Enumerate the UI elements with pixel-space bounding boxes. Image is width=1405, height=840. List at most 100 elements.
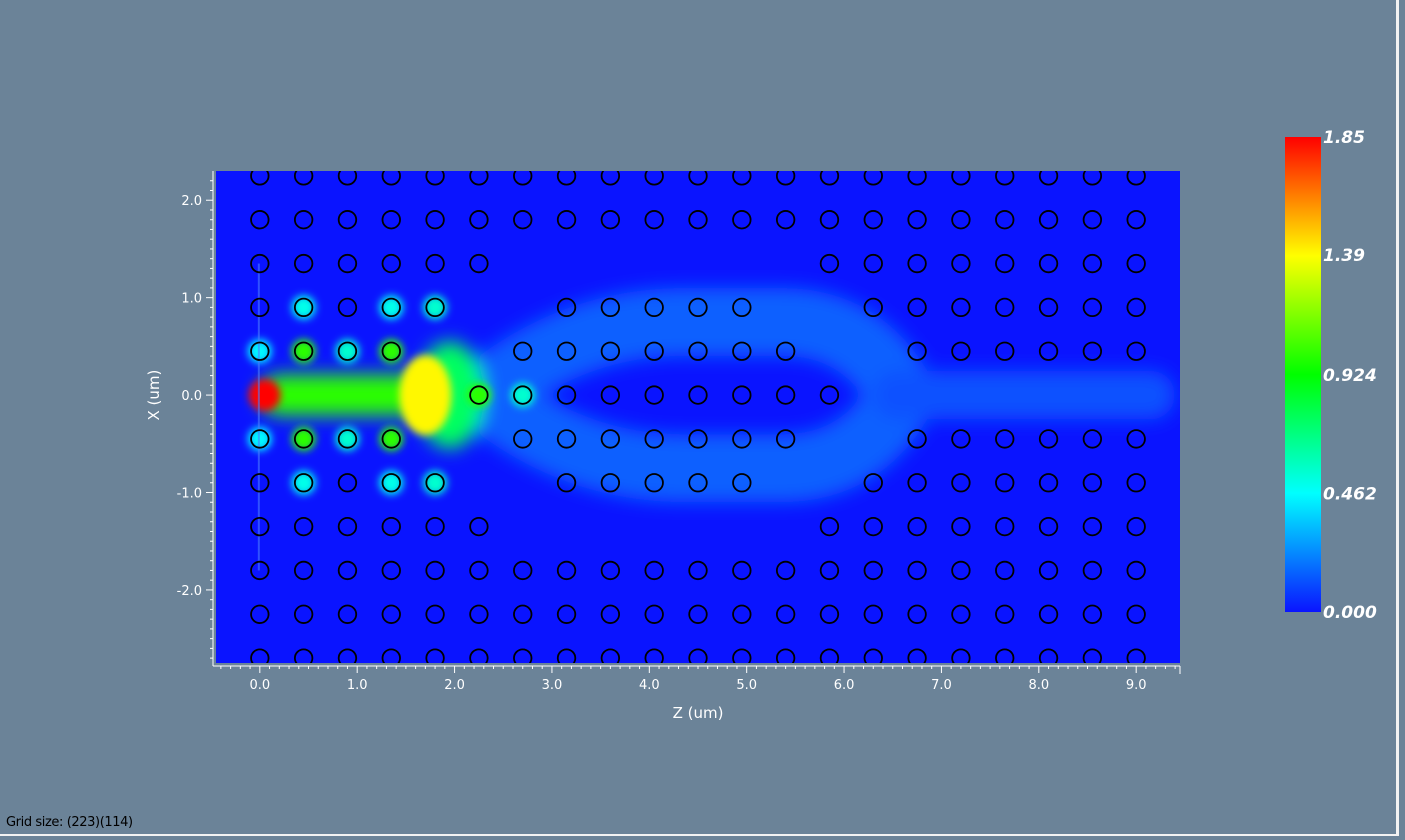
rod-r10-c3 [381,604,401,624]
rod-r9-c18 [1038,560,1059,581]
rod-r6-c17 [995,429,1015,449]
rod-r0-c5 [469,171,489,186]
rod-r11-c7 [556,648,577,663]
rod-r6-c18 [1038,429,1059,449]
rod-r0-c11 [732,171,752,186]
rod-r6-c12 [775,429,796,449]
rod-r2-c5 [469,253,489,274]
rod-r3-c18 [1038,297,1059,318]
rod-r8-c16 [951,516,971,537]
rod-r9-c0 [250,560,270,581]
rod-r4-c12 [775,341,796,361]
rod-r10-c20 [1126,604,1146,624]
x-tick-label: 3.0 [542,678,563,693]
rod-r6-c15 [907,429,927,449]
rod-r3-c16 [951,297,971,318]
rod-r7-c2 [337,473,358,493]
rod-r9-c11 [732,560,752,581]
rod-r10-c15 [907,604,927,624]
y-tick-label: -2.0 [177,584,202,599]
rod-r9-c6 [513,560,533,581]
rod-r7-c0 [250,473,270,493]
rod-r1-c20 [1126,210,1146,230]
rod-r7-c1 [293,473,314,493]
rod-r11-c8 [600,648,621,663]
rod-r11-c4 [425,648,445,663]
rod-r6-c8 [600,429,621,449]
rod-r4-c9 [644,341,664,361]
field-taper-peak-1 [399,355,452,436]
rod-r11-c17 [995,648,1015,663]
rod-r1-c17 [995,210,1015,230]
rod-r1-c8 [600,210,621,230]
rod-r11-c10 [688,648,708,663]
rod-r4-c6 [513,341,533,361]
rod-r3-c19 [1082,297,1103,318]
x-tick-label: 4.0 [639,678,660,693]
colorbar-label: 0.924 [1323,366,1377,386]
rod-r0-c13 [819,171,840,186]
rod-r0-c20 [1126,171,1146,186]
rod-r0-c1 [293,171,314,186]
rod-r7-c16 [951,473,971,493]
rod-r11-c11 [732,648,752,663]
rod-r11-c9 [644,648,664,663]
rod-r10-c12 [775,604,796,624]
rod-r11-c15 [907,648,927,663]
rod-r10-c18 [1038,604,1059,624]
rod-r1-c5 [469,210,489,230]
rod-r2-c17 [995,253,1015,274]
rod-r3-c10 [688,297,708,318]
rod-r9-c14 [863,560,883,581]
x-tick-label: 2.0 [444,678,465,693]
rod-r4-c10 [688,341,708,361]
rod-r8-c1 [293,516,314,537]
rod-r4-c7 [556,341,577,361]
rod-r1-c13 [819,210,840,230]
rod-r10-c5 [469,604,489,624]
y-axis-label: X (um) [145,370,163,421]
rod-r3-c9 [644,297,664,318]
rod-r4-c11 [732,341,752,361]
rod-r1-c3 [381,210,401,230]
rod-r3-c15 [907,297,927,318]
rod-r7-c11 [732,473,752,493]
y-tick-label: 1.0 [181,292,202,307]
rod-r3-c3 [381,297,401,318]
rod-r0-c17 [995,171,1015,186]
rod-r1-c15 [907,210,927,230]
rod-r4-c3 [381,341,401,361]
rod-r4-c16 [951,341,971,361]
rod-r0-c12 [775,171,796,186]
rod-r7-c19 [1082,473,1103,493]
rod-r8-c13 [819,516,840,537]
rod-r5-c8 [600,385,621,405]
rod-r2-c19 [1082,253,1103,274]
x-tick-label: 6.0 [834,678,855,693]
rod-r2-c20 [1126,253,1146,274]
rod-r4-c19 [1082,341,1103,361]
grid-size-status: Grid size: (223)(114) [6,815,133,830]
rod-r10-c8 [600,604,621,624]
rod-r10-c16 [951,604,971,624]
rod-r11-c6 [513,648,533,663]
rod-r4-c8 [600,341,621,361]
rod-r11-c0 [250,648,270,663]
rod-r8-c20 [1126,516,1146,537]
rod-r9-c2 [337,560,358,581]
rod-r8-c14 [863,516,883,537]
rod-r9-c8 [600,560,621,581]
x-tick-label: 5.0 [736,678,757,693]
rod-r6-c1 [293,429,314,449]
colorbar-label: 1.85 [1323,128,1365,148]
rod-r0-c9 [644,171,664,186]
rod-r7-c7 [556,473,577,493]
axes: 0.0 1.0 2.0 3.0 4.0 5.0 6.0 7.0 8.0 9.0 2.0 1.0 0.0 -… [177,171,1181,693]
rod-r8-c18 [1038,516,1059,537]
rod-r6-c9 [644,429,664,449]
rod-r1-c12 [775,210,796,230]
rod-r7-c4 [425,473,445,493]
rod-r5-c10 [688,385,708,405]
rod-r0-c10 [688,171,708,186]
